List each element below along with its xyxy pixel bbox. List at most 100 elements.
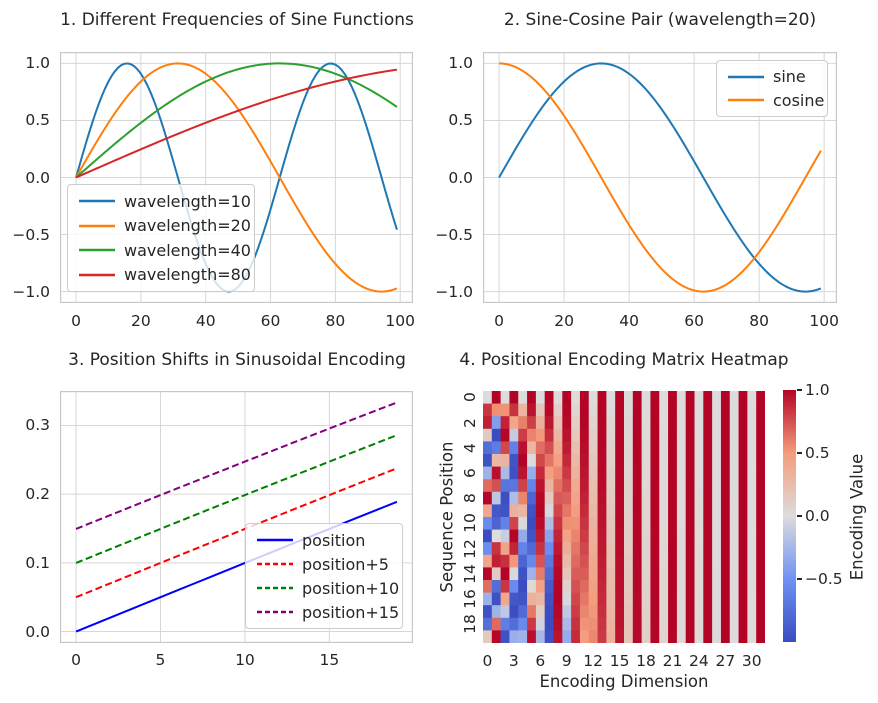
heatmap-cell (500, 479, 510, 493)
heatmap-cell (703, 605, 713, 619)
heatmap-cell (562, 391, 572, 404)
heatmap-x-tick-label: 27 (715, 652, 736, 670)
heatmap-cell (659, 504, 669, 518)
heatmap-cell (491, 428, 501, 442)
heatmap-cell (579, 403, 590, 417)
heatmap-cell (553, 529, 563, 543)
heatmap-cell (738, 542, 748, 556)
heatmap-cell (491, 592, 501, 606)
heatmap-cell (694, 504, 704, 518)
heatmap-cell (606, 630, 616, 643)
heatmap-cell (597, 504, 607, 518)
heatmap-cell (615, 605, 625, 619)
heatmap-cell (483, 391, 493, 404)
heatmap-cell (738, 529, 748, 543)
heatmap-cell (668, 580, 678, 593)
heatmap-cell (562, 517, 572, 530)
heatmap-cell (553, 416, 563, 430)
heatmap-cell (756, 466, 765, 480)
heatmap-cell (676, 504, 687, 518)
heatmap-cell (676, 605, 687, 619)
heatmap-cell (579, 391, 590, 404)
heatmap-cell (527, 592, 537, 606)
heatmap-cell (632, 567, 642, 581)
heatmap-cell (659, 479, 669, 493)
heatmap-cell (703, 504, 713, 518)
y-tick-label: 0.2 (25, 485, 50, 504)
heatmap-cell (483, 403, 493, 417)
heatmap-cell (500, 454, 510, 467)
heatmap-cell (535, 580, 546, 593)
heatmap-cell (527, 454, 537, 467)
heatmap-cell (509, 466, 519, 480)
heatmap-cell (712, 542, 722, 556)
heatmap-cell (650, 441, 660, 455)
heatmap-cell (553, 479, 563, 493)
heatmap-cell (535, 403, 546, 417)
heatmap-cell (685, 630, 695, 643)
heatmap-cell (756, 416, 765, 430)
heatmap-cell (535, 605, 546, 619)
heatmap-cell (720, 428, 731, 442)
heatmap-cell (659, 605, 669, 619)
heatmap-cell (579, 567, 590, 581)
heatmap-cell (509, 567, 519, 581)
heatmap-cell (650, 428, 660, 442)
heatmap-cell (668, 617, 678, 631)
heatmap-cell (668, 441, 678, 455)
heatmap-cell (597, 403, 607, 417)
heatmap-cell (747, 567, 757, 581)
heatmap-cell (712, 580, 722, 593)
heatmap-cell (518, 391, 528, 404)
heatmap-cell (491, 580, 501, 593)
heatmap-cell (624, 428, 634, 442)
heatmap-cell (624, 617, 634, 631)
heatmap-cell (738, 441, 748, 455)
heatmap-cell (483, 605, 493, 619)
heatmap-cell (712, 416, 722, 430)
heatmap-cell (668, 416, 678, 430)
heatmap-cell (738, 617, 748, 631)
heatmap-cell (535, 567, 546, 581)
heatmap-cell (676, 630, 687, 643)
heatmap-cell (606, 517, 616, 530)
heatmap-cell (659, 630, 669, 643)
heatmap-cell (650, 391, 660, 404)
x-tick-label: 20 (554, 312, 574, 330)
heatmap-cell (659, 416, 669, 430)
heatmap-cell (571, 517, 581, 530)
heatmap-cell (562, 592, 572, 606)
heatmap-cell (694, 605, 704, 619)
heatmap-cell (579, 504, 590, 518)
x-tick-label: 15 (319, 651, 340, 669)
heatmap-cell (703, 554, 713, 568)
axes-spine (60, 52, 413, 303)
heatmap-cell (571, 605, 581, 619)
heatmap-cell (659, 428, 669, 442)
heatmap-cell (659, 403, 669, 417)
y-tick-label: 0.0 (448, 168, 473, 187)
heatmap-cell (720, 441, 731, 455)
heatmap-cell (747, 466, 757, 480)
heatmap-cell (588, 554, 598, 568)
heatmap-cell (712, 466, 722, 480)
heatmap-cell (650, 403, 660, 417)
heatmap-cell (606, 428, 616, 442)
heatmap-cell (650, 529, 660, 543)
heatmap-cell (509, 441, 519, 455)
heatmap-cell (676, 542, 687, 556)
heatmap-cell (747, 416, 757, 430)
heatmap-cell (588, 529, 598, 543)
series-line-2 (75, 434, 398, 564)
heatmap-cell (527, 416, 537, 430)
legend-item: position+10 (256, 579, 399, 598)
x-tick-label: 60 (260, 312, 281, 330)
heatmap-cell (756, 554, 765, 568)
heatmap-cell (720, 529, 731, 543)
heatmap-cell (720, 504, 731, 518)
heatmap-cell (509, 630, 519, 643)
heatmap-cell (668, 391, 678, 404)
colorbar-tick-mark (796, 578, 802, 580)
heatmap-cell (615, 391, 625, 404)
heatmap-cell (500, 428, 510, 442)
